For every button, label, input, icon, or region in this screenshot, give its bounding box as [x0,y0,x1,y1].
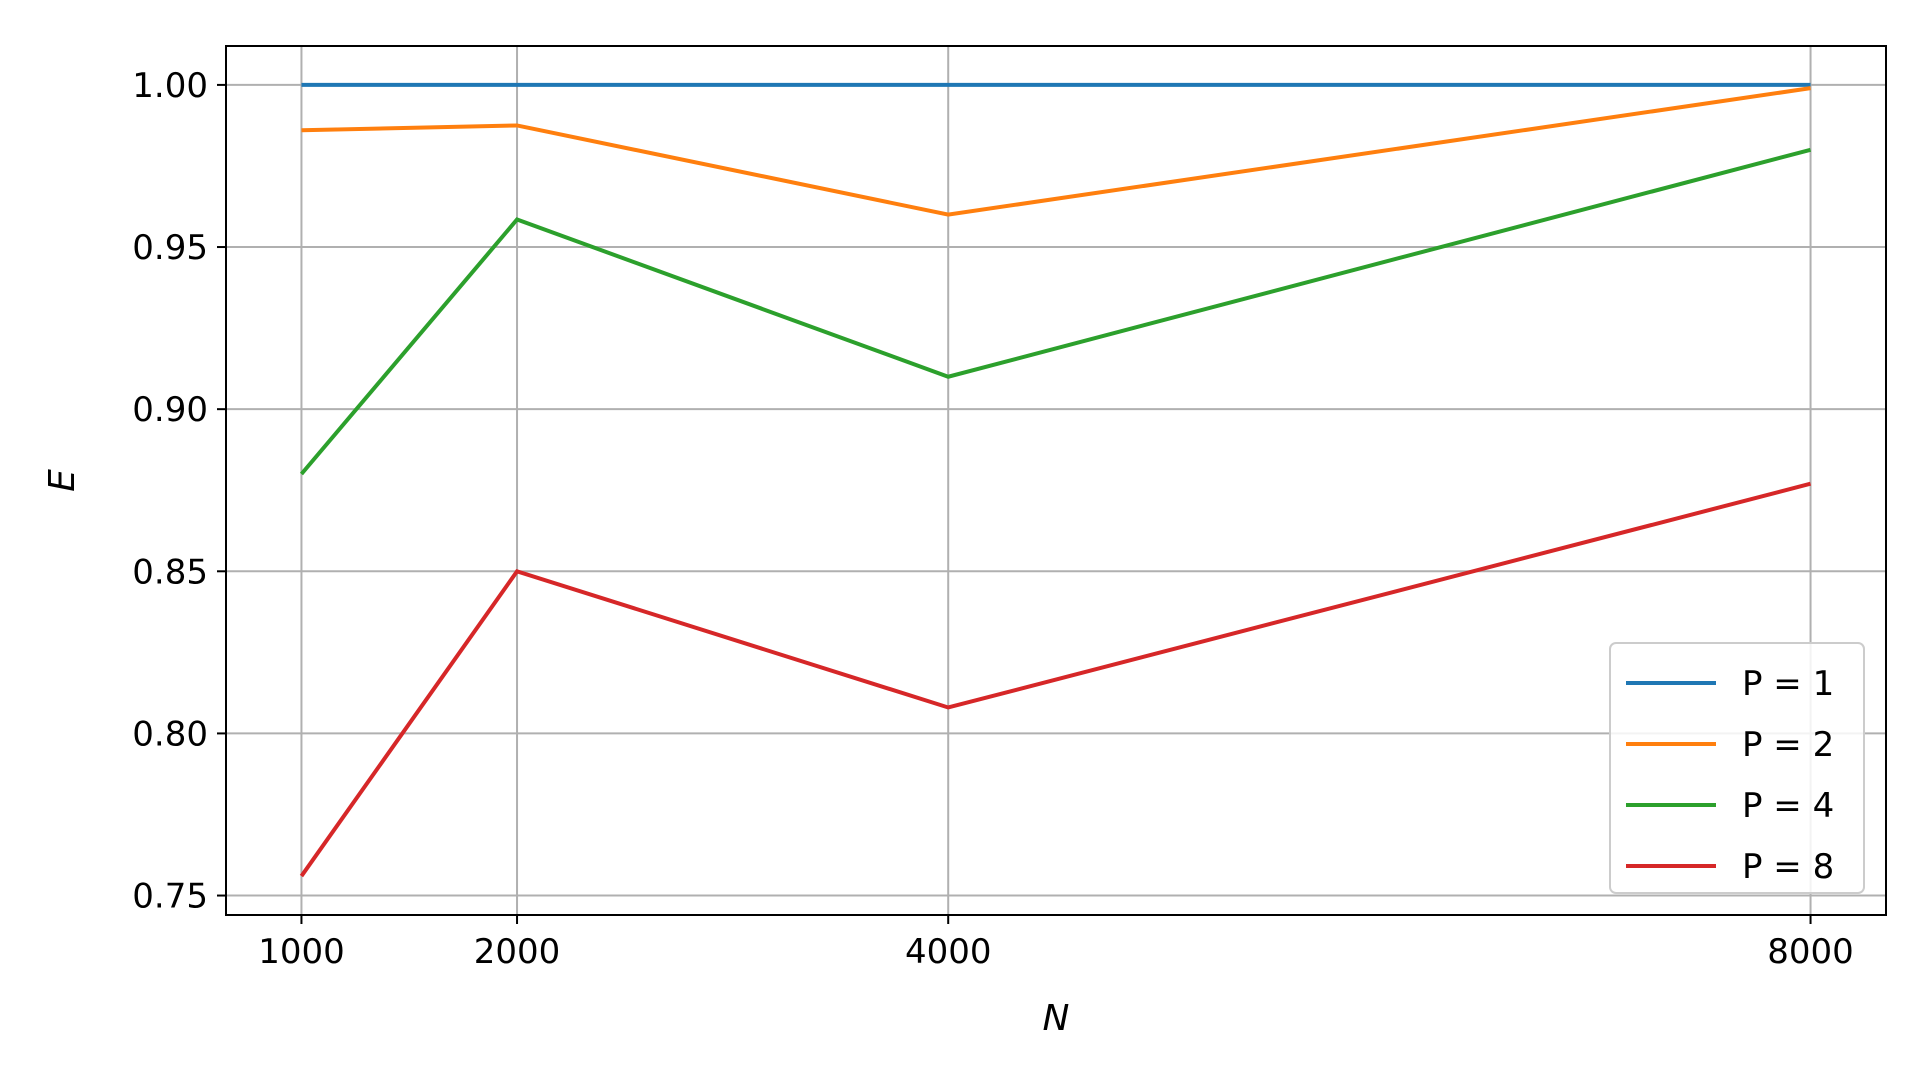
series-lines [299,82,1812,878]
y-tick-label: 0.80 [132,714,208,754]
x-tick-label: 4000 [905,932,992,972]
plot-frame [225,45,1887,916]
x-tick-label: 8000 [1767,932,1854,972]
series-line-2 [301,86,1811,217]
legend-label: P = 2 [1742,725,1834,765]
legend-label: P = 8 [1742,847,1834,887]
x-axis-label: N [1043,998,1070,1039]
legend: P = 1 P = 2 P = 4 P = 8 [1609,642,1865,894]
x-tick-label: 1000 [258,932,345,972]
y-tick-label: 0.95 [132,228,208,268]
x-tick-label: 2000 [474,932,561,972]
y-axis-label: E [42,469,83,492]
series-line-3 [299,147,1812,476]
legend-label: P = 4 [1742,786,1834,826]
y-tick-label: 0.85 [132,552,208,592]
y-tick-label: 0.90 [132,390,208,430]
axis-ticks: 1000 2000 4000 8000 0.75 0.80 0.85 0.90 0.95 1.00 [132,66,1854,972]
series-line-4 [299,481,1812,878]
y-tick-label: 1.00 [132,66,208,106]
legend-label: P = 1 [1742,664,1834,704]
y-tick-label: 0.75 [132,877,208,917]
legend-box [1609,642,1865,894]
